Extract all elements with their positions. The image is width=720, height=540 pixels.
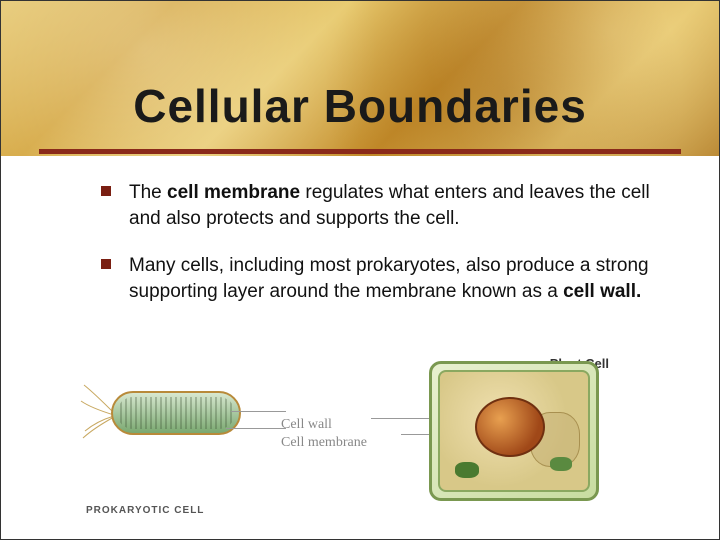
- bullet-1-text: The cell membrane regulates what enters …: [129, 180, 659, 231]
- prok-interior: [117, 397, 235, 429]
- title-underline: [39, 149, 681, 154]
- prok-capsule: [111, 391, 241, 435]
- plant-cytoplasm: [438, 370, 590, 492]
- cell-wall-label: Cell wall: [281, 416, 367, 434]
- chloroplast: [550, 457, 572, 471]
- bullet-marker-icon: [101, 259, 111, 269]
- leader-line-2: [226, 428, 286, 429]
- prokaryote-label: PROKARYOTIC CELL: [86, 505, 204, 516]
- slide-title: Cellular Boundaries: [1, 79, 719, 133]
- cell-diagram: PROKARYOTIC CELL Cell wall Cell membrane…: [91, 346, 659, 531]
- chloroplast: [455, 462, 479, 478]
- bullet-marker-icon: [101, 186, 111, 196]
- content-area: The cell membrane regulates what enters …: [1, 156, 719, 305]
- plant-cell-illustration: Plant Cell: [429, 361, 609, 516]
- plant-cell-wall: [429, 361, 599, 501]
- bullet-2-text: Many cells, including most prokaryotes, …: [129, 253, 659, 304]
- annotation-labels: Cell wall Cell membrane: [281, 416, 367, 452]
- nucleus: [475, 397, 545, 457]
- bullet-2: Many cells, including most prokaryotes, …: [101, 253, 659, 304]
- bullet-1: The cell membrane regulates what enters …: [101, 180, 659, 231]
- cell-membrane-label: Cell membrane: [281, 434, 367, 452]
- leader-line-1: [231, 411, 286, 412]
